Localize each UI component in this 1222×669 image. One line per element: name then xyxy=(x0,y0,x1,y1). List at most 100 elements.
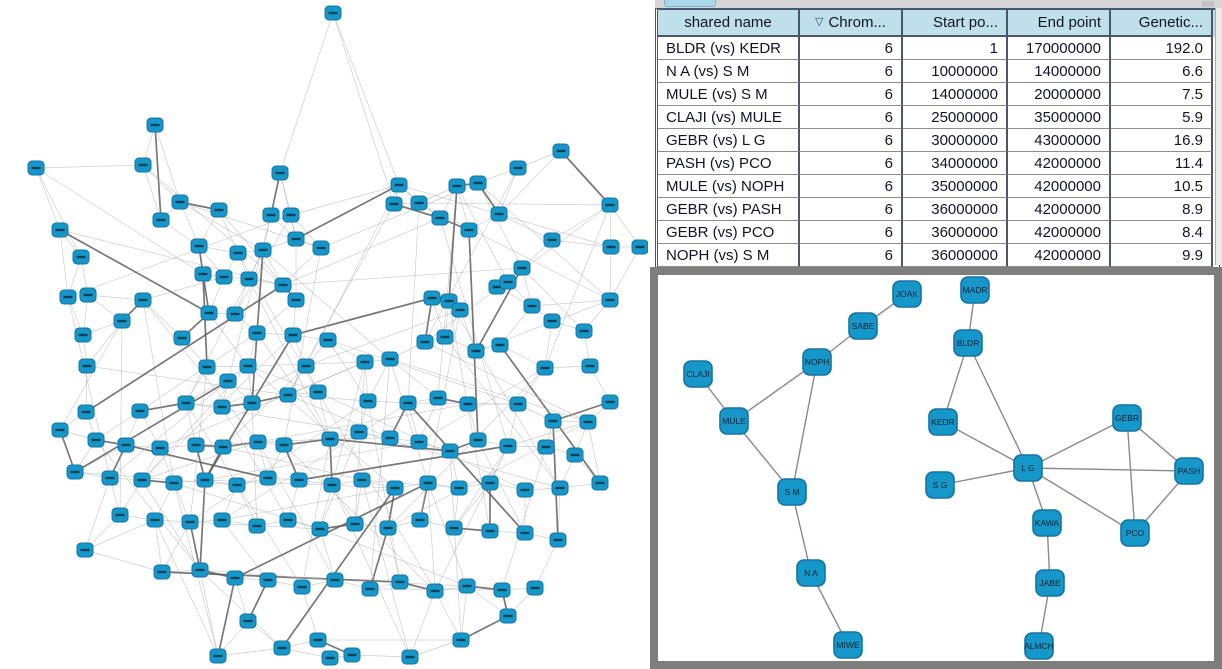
network-node[interactable] xyxy=(239,358,257,374)
network-node[interactable] xyxy=(386,480,404,496)
network-edge[interactable] xyxy=(154,124,181,203)
table-cell[interactable]: 192.0 xyxy=(1111,37,1213,60)
network-node[interactable] xyxy=(27,160,45,176)
network-node[interactable] xyxy=(117,437,135,453)
network-node[interactable] xyxy=(146,512,164,528)
table-cell[interactable]: 8.4 xyxy=(1111,221,1213,244)
table-cell[interactable]: 42000000 xyxy=(1008,244,1111,267)
network-node[interactable] xyxy=(133,472,151,488)
network-node[interactable] xyxy=(190,238,208,254)
network-edge[interactable] xyxy=(389,358,429,484)
network-edge[interactable] xyxy=(387,527,401,583)
node-shape[interactable] xyxy=(833,631,863,659)
network-edge[interactable] xyxy=(609,246,641,301)
column-header-genetic---[interactable]: Genetic... xyxy=(1111,10,1213,37)
network-node[interactable] xyxy=(509,396,527,412)
table-tab-fragment[interactable] xyxy=(664,0,716,7)
subnetwork-node-madr[interactable]: MADR xyxy=(960,276,990,304)
subnetwork-canvas[interactable]: JOAK MADR SABE BLDR NOPH CLAJI MULE KEDR GEBR L G… xyxy=(658,275,1214,661)
network-edge[interactable] xyxy=(222,446,363,481)
network-node[interactable] xyxy=(273,640,291,656)
network-edge[interactable] xyxy=(507,421,589,447)
node-shape[interactable] xyxy=(777,478,807,506)
network-node[interactable] xyxy=(321,650,339,666)
network-node[interactable] xyxy=(87,432,105,448)
network-node[interactable] xyxy=(287,231,305,247)
table-cell[interactable]: 42000000 xyxy=(1008,221,1111,244)
network-node[interactable] xyxy=(249,434,267,450)
network-edge[interactable] xyxy=(247,365,319,393)
network-edge[interactable] xyxy=(551,204,611,241)
network-node[interactable] xyxy=(279,387,297,403)
network-edge[interactable] xyxy=(389,358,439,399)
table-cell[interactable]: 6 xyxy=(800,152,903,175)
network-node[interactable] xyxy=(491,337,509,353)
network-node[interactable] xyxy=(516,482,534,498)
table-cell[interactable]: 20000000 xyxy=(1008,83,1111,106)
table-cell[interactable]: 6 xyxy=(800,244,903,267)
table-cell[interactable]: MULE (vs) S M xyxy=(658,83,800,106)
network-edge[interactable] xyxy=(222,365,307,448)
table-cell[interactable]: CLAJI (vs) MULE xyxy=(658,106,800,129)
network-edge[interactable] xyxy=(331,484,411,658)
table-cell[interactable]: GEBR (vs) PASH xyxy=(658,198,800,221)
network-node[interactable] xyxy=(493,582,511,598)
network-edge[interactable] xyxy=(295,184,400,240)
network-edge[interactable] xyxy=(351,654,411,658)
subnetwork-edge[interactable] xyxy=(733,361,818,422)
network-edge[interactable] xyxy=(35,164,144,169)
table-cell[interactable]: 36000000 xyxy=(903,198,1008,221)
network-node[interactable] xyxy=(240,271,258,287)
network-node[interactable] xyxy=(215,269,233,285)
network-node[interactable] xyxy=(76,542,94,558)
network-edge[interactable] xyxy=(199,569,283,649)
network-node[interactable] xyxy=(469,175,487,191)
network-edge[interactable] xyxy=(361,479,460,489)
network-node[interactable] xyxy=(601,292,619,308)
network-edge[interactable] xyxy=(262,249,391,360)
network-node[interactable] xyxy=(297,358,315,374)
network-node[interactable] xyxy=(601,197,619,213)
network-edge[interactable] xyxy=(247,365,396,489)
network-edge[interactable] xyxy=(407,202,420,404)
network-node[interactable] xyxy=(513,260,531,276)
network-edge[interactable] xyxy=(354,361,366,525)
subnetwork-edge[interactable] xyxy=(967,342,1029,469)
network-node[interactable] xyxy=(173,330,191,346)
network-edge[interactable] xyxy=(444,336,561,489)
network-node[interactable] xyxy=(381,351,399,367)
network-edge[interactable] xyxy=(387,421,589,529)
network-edge[interactable] xyxy=(142,276,225,301)
network-node[interactable] xyxy=(323,477,341,493)
network-node[interactable] xyxy=(516,525,534,541)
network-edge[interactable] xyxy=(251,402,258,527)
table-cell[interactable]: 10.5 xyxy=(1111,175,1213,198)
network-edge[interactable] xyxy=(560,150,611,206)
network-node[interactable] xyxy=(441,443,459,459)
network-edge[interactable] xyxy=(332,12,395,205)
network-edge[interactable] xyxy=(418,367,546,443)
network-node[interactable] xyxy=(248,325,266,341)
network-edge[interactable] xyxy=(327,339,369,402)
table-cell[interactable]: 6 xyxy=(800,198,903,221)
network-edge[interactable] xyxy=(217,577,236,657)
network-node[interactable] xyxy=(259,470,277,486)
network-edge[interactable] xyxy=(453,482,491,529)
network-edge[interactable] xyxy=(59,229,210,314)
network-edge[interactable] xyxy=(361,479,411,658)
network-node[interactable] xyxy=(229,245,247,261)
table-cell[interactable]: 42000000 xyxy=(1008,175,1111,198)
table-row[interactable]: N A (vs) S M 6 10000000 14000000 6.6 xyxy=(658,60,1219,83)
network-node[interactable] xyxy=(326,572,344,588)
node-shape[interactable] xyxy=(1112,404,1142,432)
network-node[interactable] xyxy=(429,390,447,406)
network-node[interactable] xyxy=(460,222,478,238)
network-node[interactable] xyxy=(499,274,517,290)
table-row[interactable]: NOPH (vs) S M 6 36000000 42000000 9.9 xyxy=(658,244,1219,267)
network-node[interactable] xyxy=(552,143,570,159)
network-edge[interactable] xyxy=(531,299,611,307)
subnetwork-edge[interactable] xyxy=(1126,417,1136,534)
table-cell[interactable]: 6 xyxy=(800,221,903,244)
network-node[interactable] xyxy=(66,464,84,480)
node-shape[interactable] xyxy=(1035,569,1065,597)
